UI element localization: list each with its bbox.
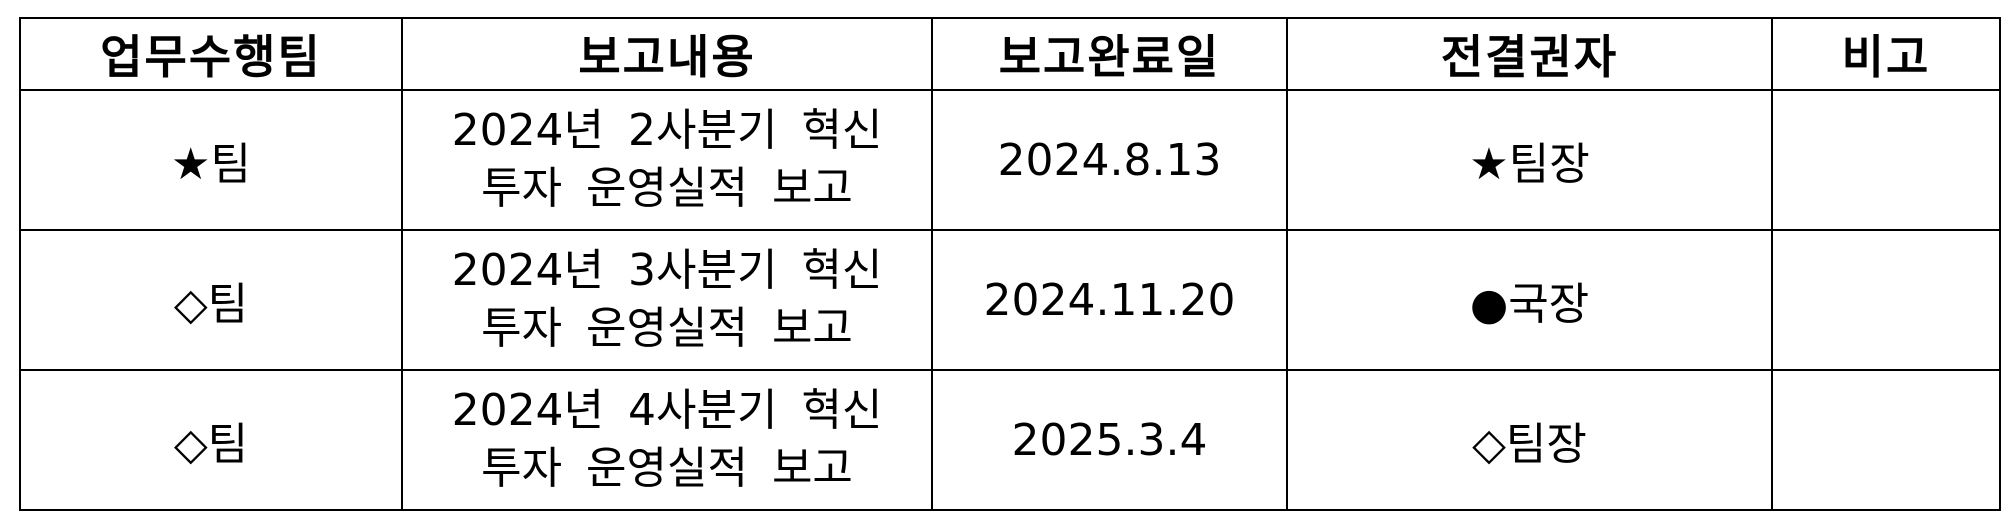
table-row: ★팀 2024년 2사분기 혁신 투자 운영실적 보고 2024.8.13 ★팀…: [19, 89, 2001, 231]
content-line: 2024년 2사분기 혁신: [451, 105, 883, 156]
cell-approver: ●국장: [1286, 229, 1773, 371]
cell-approver: ★팀장: [1286, 89, 1773, 231]
cell-remark: [1771, 229, 2001, 371]
cell-date: 2024.11.20: [931, 229, 1288, 371]
content-line: 투자 운영실적 보고: [481, 163, 853, 214]
table-header: 업무수행팀 보고내용 보고완료일 전결권자 비고: [19, 17, 2001, 91]
cell-content: 2024년 2사분기 혁신 투자 운영실적 보고: [401, 89, 933, 231]
cell-content: 2024년 3사분기 혁신 투자 운영실적 보고: [401, 229, 933, 371]
header-team: 업무수행팀: [19, 17, 403, 91]
header-date: 보고완료일: [931, 17, 1288, 91]
table-row: ◇팀 2024년 3사분기 혁신 투자 운영실적 보고 2024.11.20 ●…: [19, 229, 2001, 371]
content-line: 2024년 3사분기 혁신: [451, 245, 883, 296]
cell-team: ◇팀: [19, 229, 403, 371]
table-row: ◇팀 2024년 4사분기 혁신 투자 운영실적 보고 2025.3.4 ◇팀장: [19, 369, 2001, 511]
report-table: 업무수행팀 보고내용 보고완료일 전결권자 비고 ★팀 2024년 2사분기 혁…: [19, 17, 2001, 511]
cell-content: 2024년 4사분기 혁신 투자 운영실적 보고: [401, 369, 933, 511]
cell-remark: [1771, 369, 2001, 511]
cell-team: ★팀: [19, 89, 403, 231]
cell-approver: ◇팀장: [1286, 369, 1773, 511]
header-remark: 비고: [1771, 17, 2001, 91]
content-line: 2024년 4사분기 혁신: [451, 385, 883, 436]
header-row: 업무수행팀 보고내용 보고완료일 전결권자 비고: [19, 17, 2001, 91]
header-content: 보고내용: [401, 17, 933, 91]
header-approver: 전결권자: [1286, 17, 1773, 91]
content-line: 투자 운영실적 보고: [481, 443, 853, 494]
cell-date: 2024.8.13: [931, 89, 1288, 231]
content-line: 투자 운영실적 보고: [481, 303, 853, 354]
cell-remark: [1771, 89, 2001, 231]
cell-team: ◇팀: [19, 369, 403, 511]
table-body: ★팀 2024년 2사분기 혁신 투자 운영실적 보고 2024.8.13 ★팀…: [19, 89, 2001, 511]
cell-date: 2025.3.4: [931, 369, 1288, 511]
